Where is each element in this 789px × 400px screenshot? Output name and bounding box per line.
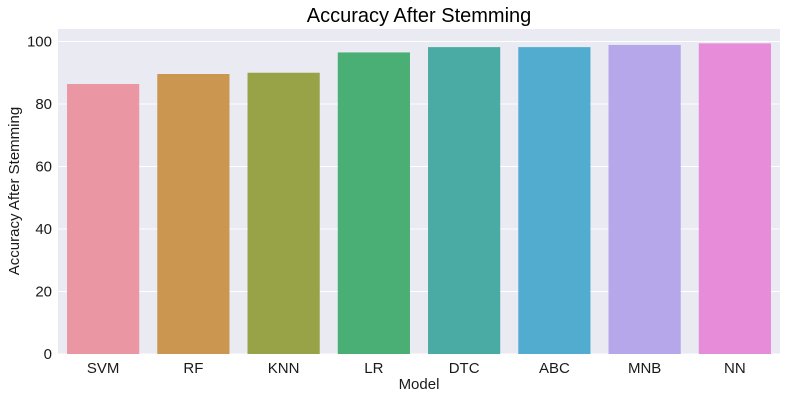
x-tick-label-knn: KNN (268, 360, 300, 377)
x-tick-label-svm: SVM (87, 360, 120, 377)
y-tick-label-100: 100 (27, 34, 52, 51)
x-tick-label-nn: NN (724, 360, 746, 377)
bars (67, 43, 771, 354)
x-tick-label-rf: RF (183, 360, 203, 377)
y-axis-label: Accuracy After Stemming (6, 107, 23, 275)
y-tick-label-20: 20 (35, 284, 52, 301)
bar-rf (157, 74, 230, 354)
bar-dtc (428, 47, 501, 354)
y-tick-label-40: 40 (35, 221, 52, 238)
x-tick-label-lr: LR (364, 360, 383, 377)
bar-nn (698, 43, 771, 354)
x-tick-label-dtc: DTC (449, 360, 480, 377)
bar-svm (67, 84, 140, 354)
chart-title: Accuracy After Stemming (307, 5, 532, 27)
y-tick-labels: 0 20 40 60 80 100 (27, 34, 52, 364)
y-tick-label-80: 80 (35, 96, 52, 113)
x-axis-label: Model (399, 376, 440, 393)
bar-abc (518, 47, 591, 354)
bar-mnb (608, 44, 681, 354)
bar-knn (247, 72, 320, 354)
y-tick-label-0: 0 (44, 346, 52, 363)
bar-lr (337, 52, 410, 354)
x-tick-label-abc: ABC (539, 360, 570, 377)
y-tick-label-60: 60 (35, 159, 52, 176)
x-tick-label-mnb: MNB (628, 360, 661, 377)
x-tick-labels: SVM RF KNN LR DTC ABC MNB NN (87, 360, 746, 377)
